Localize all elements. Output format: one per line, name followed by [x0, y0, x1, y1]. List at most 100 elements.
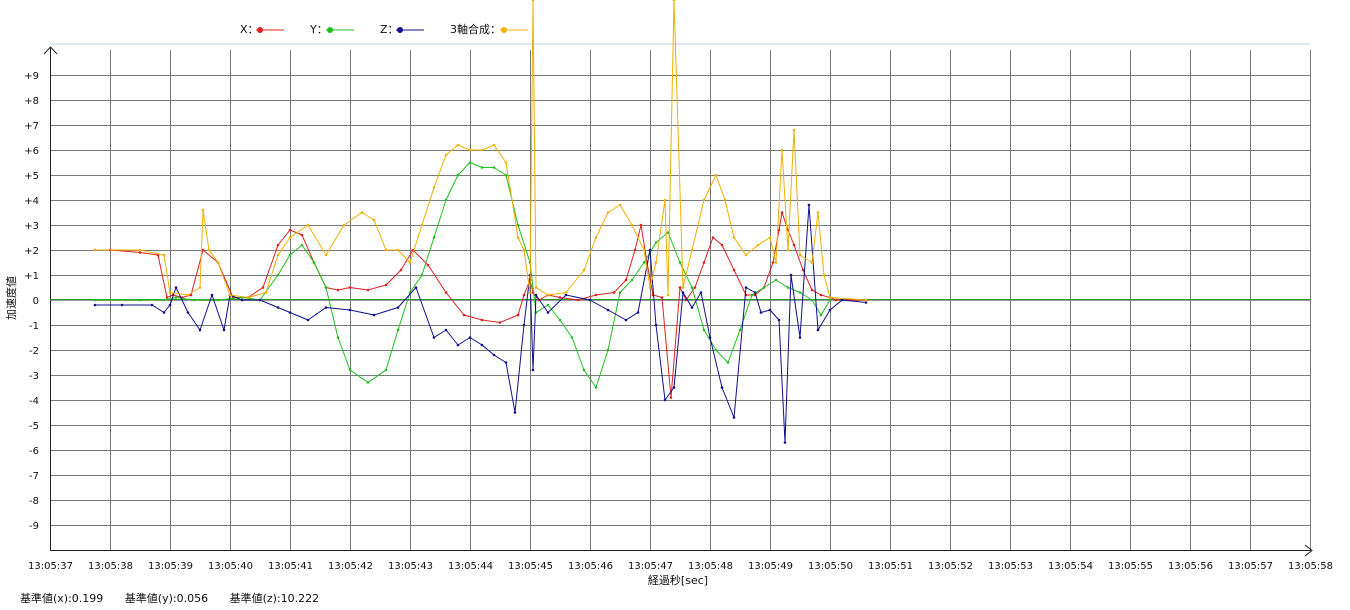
- data-point-y: [819, 313, 823, 317]
- data-point-y: [762, 286, 766, 289]
- data-point-z: [531, 368, 535, 372]
- y-tick-label: -9: [29, 521, 39, 532]
- data-point-x: [516, 313, 520, 317]
- data-point-x: [771, 261, 775, 264]
- data-point-z: [807, 203, 811, 207]
- legend-label-z: Z：: [380, 23, 399, 36]
- data-point-z: [534, 293, 538, 297]
- x-tick-label: 13:05:52: [928, 561, 973, 572]
- data-point-y: [432, 236, 436, 239]
- data-point-y: [492, 166, 496, 169]
- x-axis-label: 経過秒[sec]: [648, 573, 708, 587]
- data-point-y: [366, 381, 370, 384]
- data-point-z: [240, 298, 244, 302]
- data-point-y: [678, 261, 682, 264]
- data-point-z: [186, 311, 190, 314]
- baseline-z: 基準値(z):10.222: [229, 592, 320, 605]
- data-point-3: [648, 286, 652, 289]
- legend: X： Y： Z： 3軸合成：: [240, 22, 528, 36]
- data-point-z: [168, 303, 172, 307]
- data-point-y: [726, 361, 730, 364]
- data-point-y: [444, 198, 448, 202]
- data-point-x: [792, 243, 796, 247]
- y-axis-arrow: [43, 46, 58, 55]
- data-point-y: [690, 286, 694, 289]
- legend-label-y: Y：: [309, 23, 328, 36]
- data-point-y: [312, 261, 316, 264]
- data-point-3: [228, 293, 232, 297]
- data-point-y: [288, 253, 292, 257]
- data-point-3: [828, 296, 832, 299]
- data-point-y: [618, 291, 622, 294]
- data-point-3: [534, 286, 538, 289]
- data-point-y: [558, 318, 562, 322]
- data-point-z: [663, 398, 667, 402]
- data-point-x: [201, 248, 205, 252]
- data-point-z: [828, 308, 832, 312]
- data-point-x: [444, 291, 448, 294]
- data-point-x: [462, 313, 466, 317]
- data-point-3: [663, 198, 667, 202]
- data-point-x: [780, 211, 784, 214]
- data-point-3: [396, 248, 400, 252]
- x-tick-label: 13:05:54: [1048, 561, 1093, 572]
- data-point-z: [210, 293, 214, 297]
- data-point-y: [504, 173, 508, 177]
- y-tick-label: +5: [24, 171, 39, 182]
- data-point-3: [564, 291, 568, 294]
- data-point-x: [300, 233, 304, 237]
- data-point-3: [432, 186, 436, 189]
- data-point-z: [480, 343, 484, 347]
- data-point-z: [258, 298, 262, 302]
- data-point-y: [750, 293, 754, 297]
- legend-swatch-marker: [327, 27, 333, 33]
- data-point-y: [336, 336, 340, 339]
- data-point-y: [480, 166, 484, 169]
- data-point-3: [246, 296, 250, 299]
- data-point-z: [840, 298, 844, 302]
- data-point-x: [498, 321, 502, 324]
- data-point-z: [513, 411, 517, 414]
- data-point-x: [639, 223, 643, 227]
- y-tick-label: 0: [33, 296, 39, 307]
- data-point-3: [408, 261, 412, 264]
- data-point-3: [666, 293, 670, 297]
- data-point-z: [162, 311, 166, 314]
- data-point-3: [201, 208, 205, 212]
- data-point-y: [582, 368, 586, 372]
- data-point-z: [120, 303, 124, 307]
- data-point-3: [198, 286, 202, 289]
- x-tick-label: 13:05:47: [628, 561, 673, 572]
- data-point-z: [372, 313, 376, 317]
- data-point-y: [162, 298, 166, 302]
- data-point-y: [138, 298, 142, 302]
- data-point-3: [594, 236, 598, 239]
- y-tick-label: -4: [29, 396, 39, 407]
- data-point-x: [576, 298, 580, 302]
- tick-labels: +9 +8 +7 +6 +5 +4 +3 +2 +1 0 -1 -2 -3 -4 -5 -6 -7 -8 -9 13:…: [24, 71, 1333, 572]
- data-point-x: [633, 248, 637, 252]
- data-point-z: [672, 386, 676, 389]
- data-point-3: [276, 253, 280, 257]
- x-tick-label: 13:05:37: [28, 561, 73, 572]
- data-point-x: [810, 288, 814, 292]
- data-point-z: [504, 361, 508, 364]
- data-point-z: [606, 308, 610, 312]
- series-3: [93, 0, 868, 302]
- data-point-3: [324, 253, 328, 257]
- data-point-z: [522, 323, 526, 327]
- x-tick-label: 13:05:41: [268, 561, 313, 572]
- data-point-z: [492, 353, 496, 357]
- data-point-z: [636, 311, 640, 314]
- data-point-3: [582, 268, 586, 272]
- data-point-y: [546, 303, 550, 307]
- data-point-z: [708, 336, 712, 339]
- data-point-3: [468, 148, 472, 152]
- data-point-3: [372, 218, 376, 222]
- data-point-3: [93, 248, 97, 252]
- data-point-y: [216, 298, 220, 302]
- data-point-z: [777, 318, 781, 322]
- data-point-y: [798, 291, 802, 294]
- data-point-y: [702, 328, 706, 332]
- data-point-z: [654, 323, 658, 327]
